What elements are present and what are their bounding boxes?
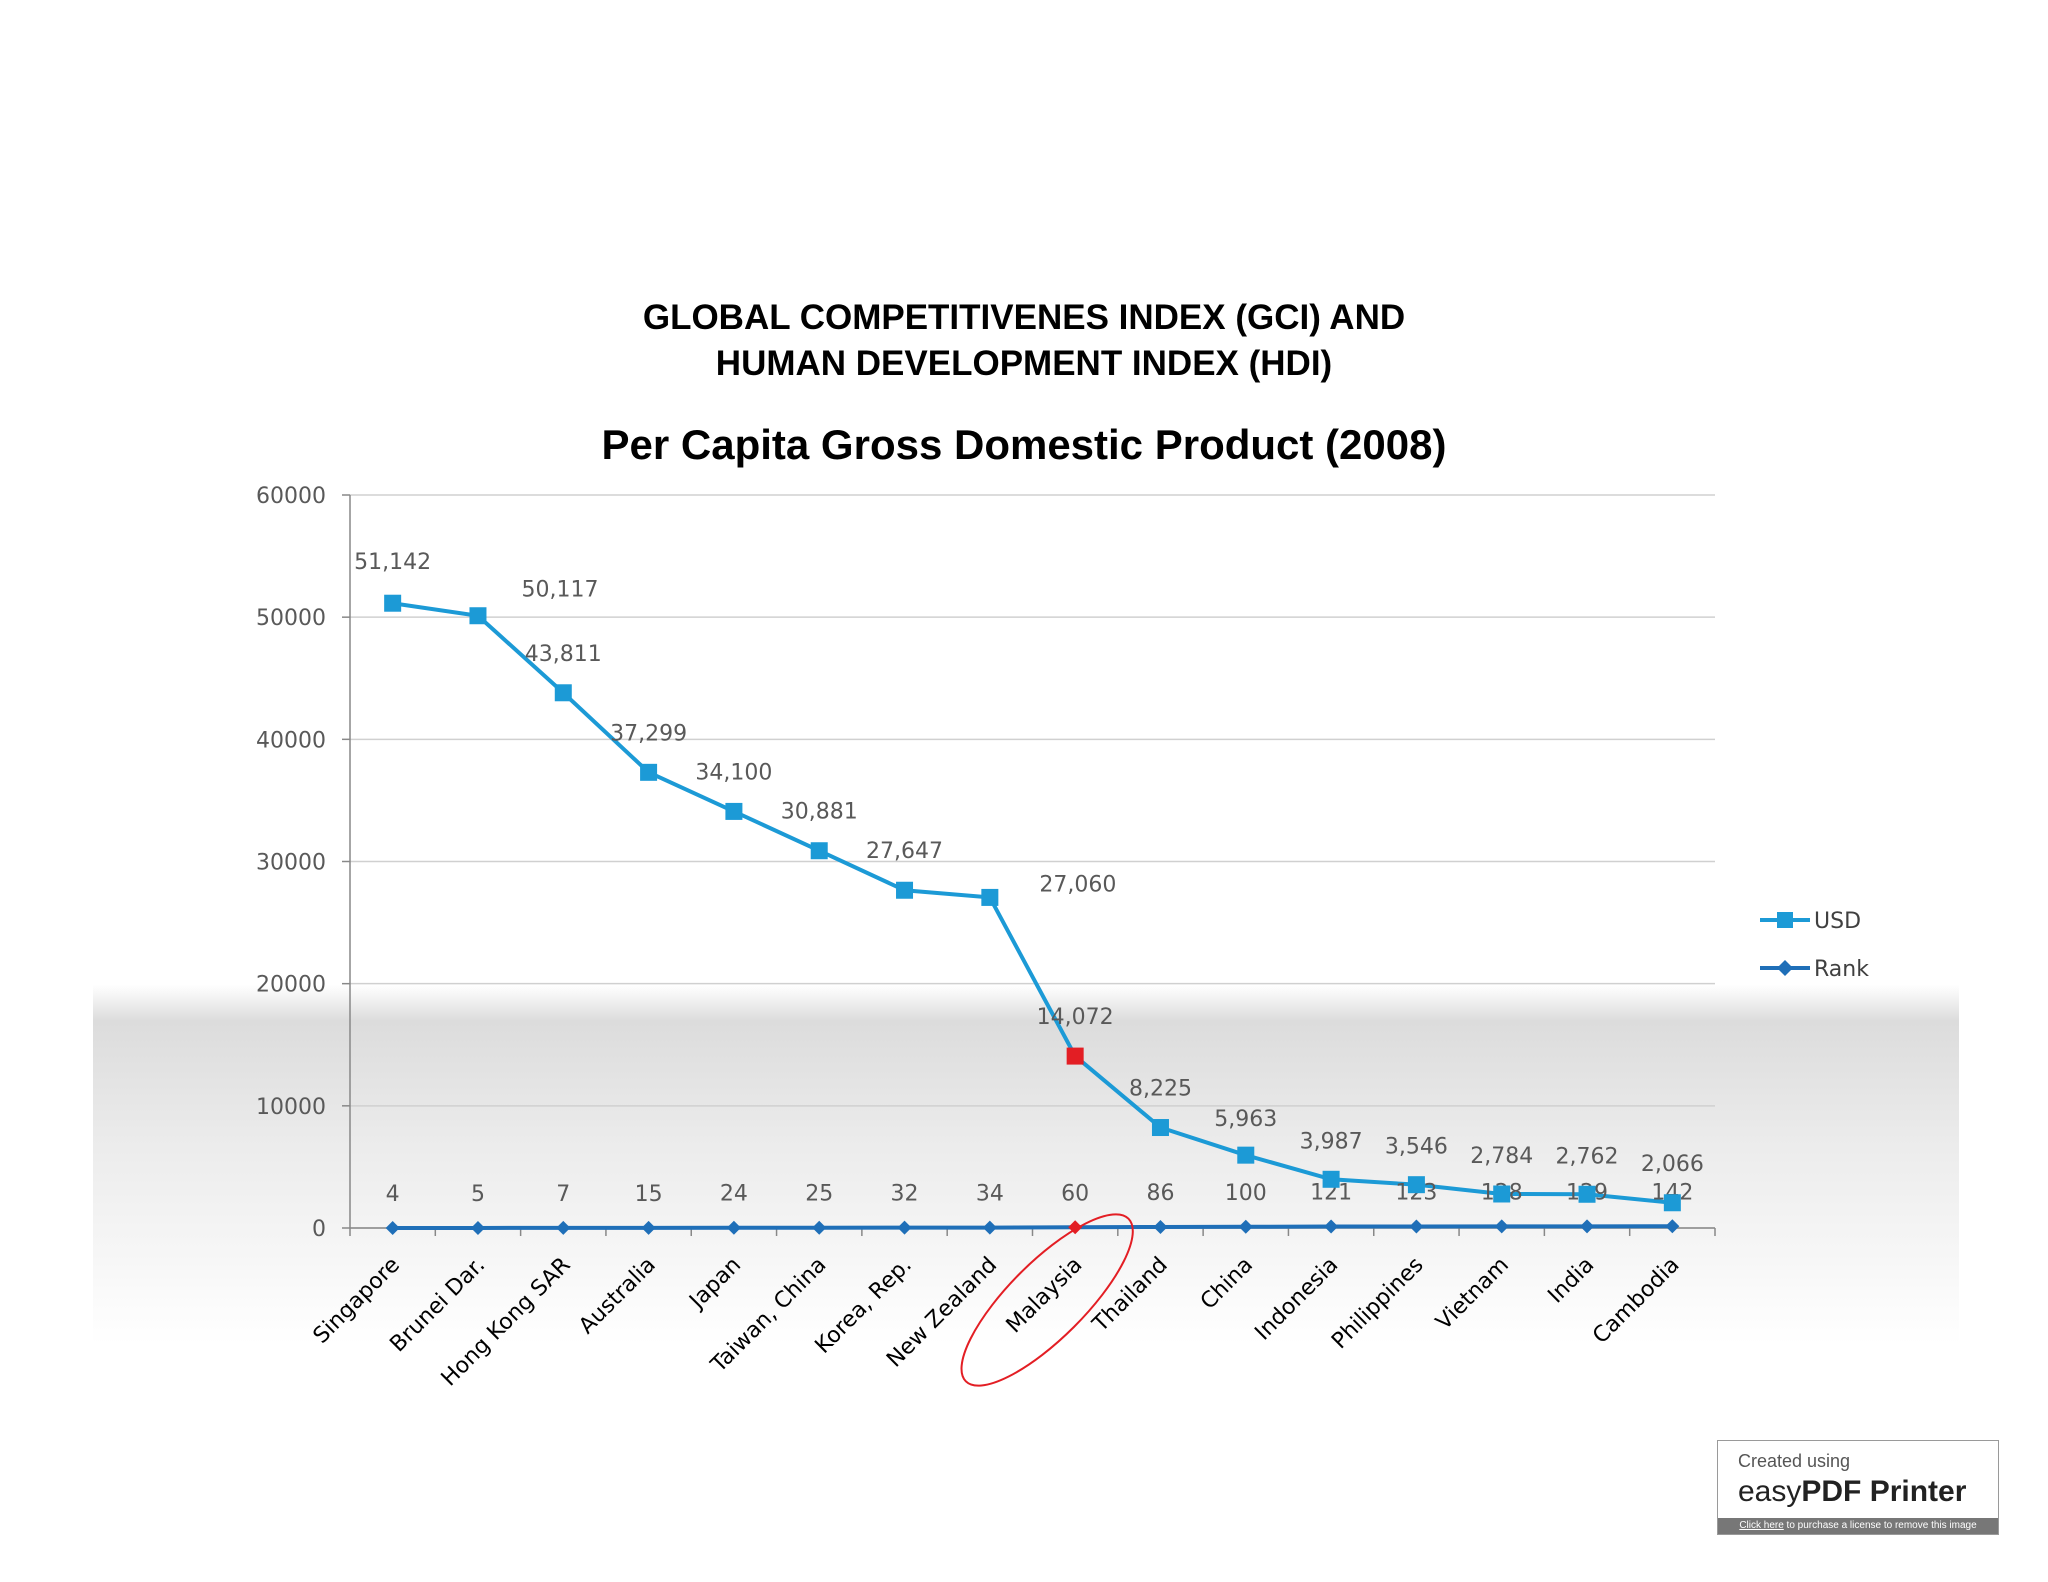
category-label-japan: Japan	[684, 1253, 746, 1315]
legend-label-rank: Rank	[1814, 957, 1869, 982]
watermark-footer[interactable]: Click here to purchase a license to remo…	[1718, 1518, 1998, 1534]
rank-point-australia	[641, 1220, 656, 1235]
rank-label-taiwan-china: 25	[805, 1182, 833, 1207]
rank-point-philippines	[1409, 1219, 1424, 1234]
rank-point-japan	[726, 1220, 741, 1235]
usd-point-india	[1578, 1185, 1596, 1203]
rank-point-brunei-dar	[470, 1220, 485, 1235]
usd-point-australia	[640, 763, 658, 781]
usd-point-thailand	[1151, 1119, 1169, 1137]
usd-label-new-zealand: 27,060	[1039, 872, 1116, 897]
usd-point-cambodia	[1663, 1194, 1681, 1212]
page-title-line1: GLOBAL COMPETITIVENES INDEX (GCI) AND	[642, 298, 1406, 337]
chart-title: Per Capita Gross Domestic Product (2008)	[601, 421, 1447, 468]
rank-label-hong-kong-sar: 7	[556, 1182, 570, 1207]
usd-point-brunei-dar	[469, 607, 487, 625]
rank-point-china	[1238, 1219, 1253, 1234]
usd-point-hong-kong-sar	[554, 684, 572, 702]
usd-label-china: 5,963	[1214, 1107, 1277, 1132]
category-label-china: China	[1196, 1253, 1258, 1315]
usd-label-brunei-dar: 50,117	[521, 578, 598, 603]
rank-point-korea-rep	[897, 1220, 912, 1235]
rank-point-india	[1580, 1219, 1595, 1234]
rank-label-malaysia: 60	[1061, 1181, 1089, 1206]
category-label-india: India	[1543, 1253, 1599, 1309]
y-tick-label: 60000	[256, 484, 326, 509]
rank-point-singapore	[385, 1220, 400, 1235]
usd-label-korea-rep: 27,647	[866, 839, 943, 864]
usd-label-taiwan-china: 30,881	[781, 800, 858, 825]
usd-label-singapore: 51,142	[354, 550, 431, 575]
highlight-ellipse	[960, 1213, 1134, 1387]
rank-label-singapore: 4	[386, 1182, 400, 1207]
category-label-indonesia: Indonesia	[1250, 1253, 1343, 1346]
usd-label-cambodia: 2,066	[1641, 1152, 1704, 1177]
legend-marker-usd	[1777, 912, 1793, 928]
usd-label-thailand: 8,225	[1129, 1077, 1192, 1102]
y-tick-label: 20000	[256, 973, 326, 998]
y-tick-label: 30000	[256, 851, 326, 876]
usd-label-india: 2,762	[1556, 1144, 1619, 1169]
usd-label-vietnam: 2,784	[1470, 1144, 1533, 1169]
page-title-line2: HUMAN DEVELOPMENT INDEX (HDI)	[715, 344, 1333, 383]
usd-point-vietnam	[1493, 1185, 1511, 1203]
y-tick-label: 10000	[256, 1095, 326, 1120]
usd-label-malaysia: 14,072	[1037, 1005, 1114, 1030]
category-label-cambodia: Cambodia	[1588, 1253, 1684, 1349]
usd-point-korea-rep	[896, 881, 914, 899]
watermark-brand: easyPDF Printer	[1738, 1475, 1967, 1508]
legend-label-usd: USD	[1814, 909, 1861, 934]
rank-point-taiwan-china	[812, 1220, 827, 1235]
rank-series-line	[392, 1224, 1673, 1230]
usd-point-malaysia	[1066, 1047, 1084, 1065]
legend-marker-rank	[1777, 960, 1793, 976]
rank-label-brunei-dar: 5	[471, 1182, 485, 1207]
usd-label-philippines: 3,546	[1385, 1135, 1448, 1160]
easypdf-watermark[interactable]: Created using easyPDF Printer Click here…	[1717, 1440, 1999, 1535]
usd-label-japan: 34,100	[695, 760, 772, 785]
y-tick-label: 40000	[256, 728, 326, 753]
rank-label-thailand: 86	[1146, 1181, 1174, 1206]
category-label-thailand: Thailand	[1088, 1253, 1173, 1338]
rank-point-vietnam	[1494, 1219, 1509, 1234]
rank-point-new-zealand	[982, 1220, 997, 1235]
usd-point-japan	[725, 802, 743, 820]
rank-label-new-zealand: 34	[976, 1182, 1004, 1207]
usd-series-line	[392, 601, 1673, 1205]
usd-label-australia: 37,299	[610, 721, 687, 746]
usd-point-singapore	[384, 594, 402, 612]
usd-point-indonesia	[1322, 1170, 1340, 1188]
rank-point-cambodia	[1665, 1219, 1680, 1234]
usd-label-indonesia: 3,987	[1300, 1129, 1363, 1154]
category-label-vietnam: Vietnam	[1431, 1253, 1514, 1336]
category-label-philippines: Philippines	[1327, 1253, 1428, 1354]
usd-point-taiwan-china	[810, 842, 828, 860]
y-tick-label: 50000	[256, 606, 326, 631]
watermark-caption: Created using	[1738, 1451, 1851, 1471]
usd-label-hong-kong-sar: 43,811	[525, 642, 602, 667]
background-band	[93, 985, 1959, 1345]
rank-point-indonesia	[1324, 1219, 1339, 1234]
usd-point-philippines	[1407, 1176, 1425, 1194]
rank-label-china: 100	[1225, 1181, 1267, 1206]
category-label-australia: Australia	[574, 1253, 660, 1339]
usd-point-new-zealand	[981, 888, 999, 906]
usd-point-china	[1237, 1146, 1255, 1164]
rank-label-japan: 24	[720, 1182, 748, 1207]
y-tick-label: 0	[312, 1217, 326, 1242]
rank-label-australia: 15	[635, 1182, 663, 1207]
rank-point-hong-kong-sar	[556, 1220, 571, 1235]
rank-label-korea-rep: 32	[891, 1182, 919, 1207]
rank-point-thailand	[1153, 1219, 1168, 1234]
